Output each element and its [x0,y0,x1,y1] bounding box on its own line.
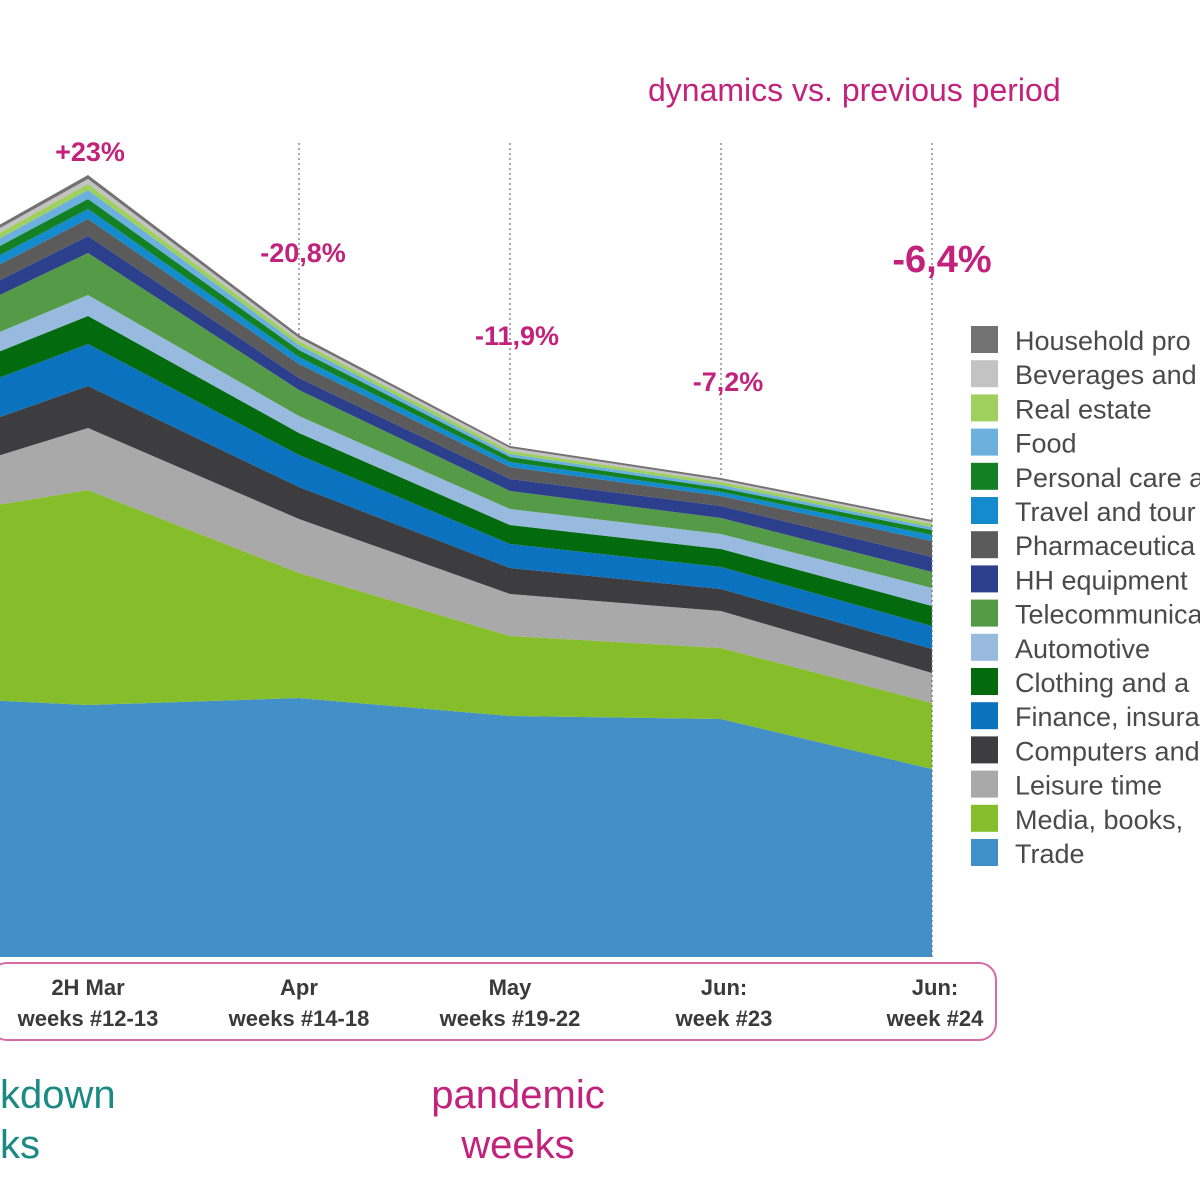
legend-swatch [971,599,998,627]
x-axis-frame [0,962,997,1041]
x-tick-label: week #23 [675,1006,773,1031]
phase-label-pandemic-line2: weeks [460,1123,574,1167]
x-tick-label: Jun: [701,975,747,1000]
legend-swatch [971,565,998,593]
area-series-finance-insura [0,344,932,649]
area-series-media-books [0,490,932,769]
change-label: +23% [55,137,125,167]
change-label: -7,2% [693,367,764,397]
legend-swatch [971,702,998,730]
change-label: -11,9% [475,321,559,351]
legend-swatch [971,633,998,661]
x-tick-label: Apr [280,975,318,1000]
area-series-automotive [0,295,932,606]
legend-swatch [971,428,998,456]
phase-label-lockdown-line2: ks [0,1123,40,1167]
x-tick-label: weeks #14-18 [228,1006,370,1031]
legend-swatch [971,736,998,764]
legend-swatch [971,360,998,388]
legend-label: HH equipment [1015,565,1188,595]
chart-subtitle: dynamics vs. previous period [648,72,1061,108]
area-layers [0,175,932,957]
change-annotations: +23% -20,8% -11,9% -7,2% -6,4% [55,137,992,397]
area-series-pharmaceutica [0,219,932,557]
legend: Household pro Beverages and Real estate Foo… [971,326,1200,869]
x-tick-label: Jun: [912,975,958,1000]
legend-label: Finance, insura [1015,702,1200,732]
legend-label: Pharmaceutica [1015,531,1196,561]
legend-label: Clothing and a [1015,668,1190,698]
legend-label: Travel and tour [1015,497,1196,527]
legend-label: Trade [1015,839,1085,869]
legend-label: Telecommunica [1015,600,1200,630]
change-label: -20,8% [260,238,346,268]
x-tick-label: weeks #12-13 [17,1006,159,1031]
period-dividers [298,143,933,957]
legend-swatch [971,497,998,524]
legend-label: Personal care a [1015,463,1200,493]
legend-label: Leisure time [1015,771,1162,801]
x-tick-label: 2H Mar [51,975,125,1000]
legend-label: Beverages and [1015,360,1197,390]
legend-swatch [971,804,998,832]
legend-label: Real estate [1015,394,1152,424]
legend-swatch [971,462,998,490]
area-series-trade [0,698,932,957]
change-label: -6,4% [892,239,991,281]
area-series-telecommunica [0,253,932,588]
legend-label: Computers and [1015,736,1200,766]
legend-label: Media, books, [1015,805,1183,835]
area-series-clothing-and-a [0,316,932,626]
area-series-hh-equipment [0,236,932,572]
phase-label-pandemic-line1: pandemic [431,1073,604,1117]
legend-swatch [971,770,998,798]
x-tick-label: weeks #19-22 [439,1006,581,1031]
x-tick-label: May [489,975,533,1000]
legend-label: Food [1015,429,1077,459]
legend-label: Household pro [1015,326,1191,356]
legend-swatch [971,668,998,695]
legend-swatch [971,394,998,422]
area-series-leisure-time [0,428,932,703]
x-axis-labels: 2H Mar weeks #12-13 Apr weeks #14-18 May week… [17,975,984,1031]
legend-swatch [971,326,998,353]
phase-label-lockdown-line1: kdown [0,1073,116,1117]
x-tick-label: week #24 [886,1006,984,1031]
area-series-computers-and [0,386,932,673]
legend-label: Automotive [1015,634,1150,664]
legend-swatch [971,531,998,559]
legend-swatch [971,839,998,866]
